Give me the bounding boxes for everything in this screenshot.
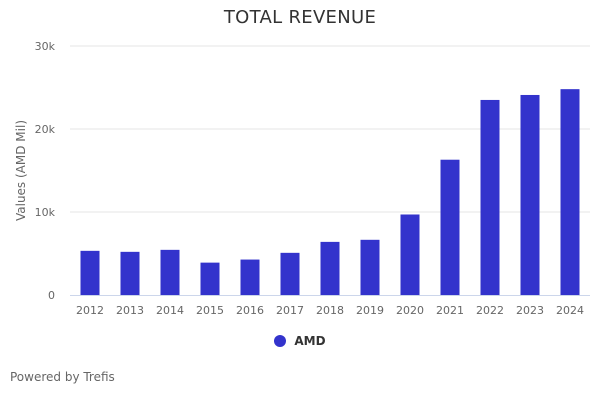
x-tick-label: 2023 <box>516 304 544 317</box>
bar-2024[interactable] <box>560 89 580 295</box>
bar-2014[interactable] <box>160 249 180 295</box>
x-tick-label: 2016 <box>236 304 264 317</box>
legend-label-amd[interactable]: AMD <box>294 334 326 348</box>
x-tick-label: 2020 <box>396 304 424 317</box>
x-tick-label: 2018 <box>316 304 344 317</box>
bar-2012[interactable] <box>80 250 100 295</box>
x-tick-label: 2021 <box>436 304 464 317</box>
x-tick-label: 2014 <box>156 304 184 317</box>
bar-2013[interactable] <box>120 251 140 295</box>
grid-lines <box>70 45 590 213</box>
bars <box>80 89 580 295</box>
x-tick-label: 2017 <box>276 304 304 317</box>
x-tick-label: 2022 <box>476 304 504 317</box>
bar-2022[interactable] <box>480 99 500 295</box>
bar-2023[interactable] <box>520 94 540 295</box>
x-tick-label: 2015 <box>196 304 224 317</box>
bar-2021[interactable] <box>440 159 460 295</box>
x-tick-label: 2013 <box>116 304 144 317</box>
bar-2016[interactable] <box>240 259 260 295</box>
y-tick-label: 30k <box>35 40 56 53</box>
y-axis-ticks: 0 10k 20k 30k <box>35 40 56 302</box>
x-axis-ticks: 2012 2013 2014 2015 2016 2017 2018 2019 2020 2021… <box>76 304 584 317</box>
bar-2018[interactable] <box>320 241 340 295</box>
y-tick-label: 10k <box>35 206 56 219</box>
y-tick-label: 20k <box>35 123 56 136</box>
bar-2020[interactable] <box>400 214 420 295</box>
bar-2019[interactable] <box>360 239 380 295</box>
chart-title: TOTAL REVENUE <box>223 7 377 28</box>
legend-marker-icon[interactable] <box>274 335 287 347</box>
legend: AMD <box>0 334 600 348</box>
y-axis-label: Values (AMD Mil) <box>14 120 28 221</box>
x-tick-label: 2019 <box>356 304 384 317</box>
bar-2017[interactable] <box>280 252 300 295</box>
x-tick-label: 2024 <box>556 304 584 317</box>
powered-by-credit: Powered by Trefis <box>10 370 115 384</box>
bar-2015[interactable] <box>200 262 220 295</box>
x-tick-label: 2012 <box>76 304 104 317</box>
y-tick-label: 0 <box>48 289 55 302</box>
